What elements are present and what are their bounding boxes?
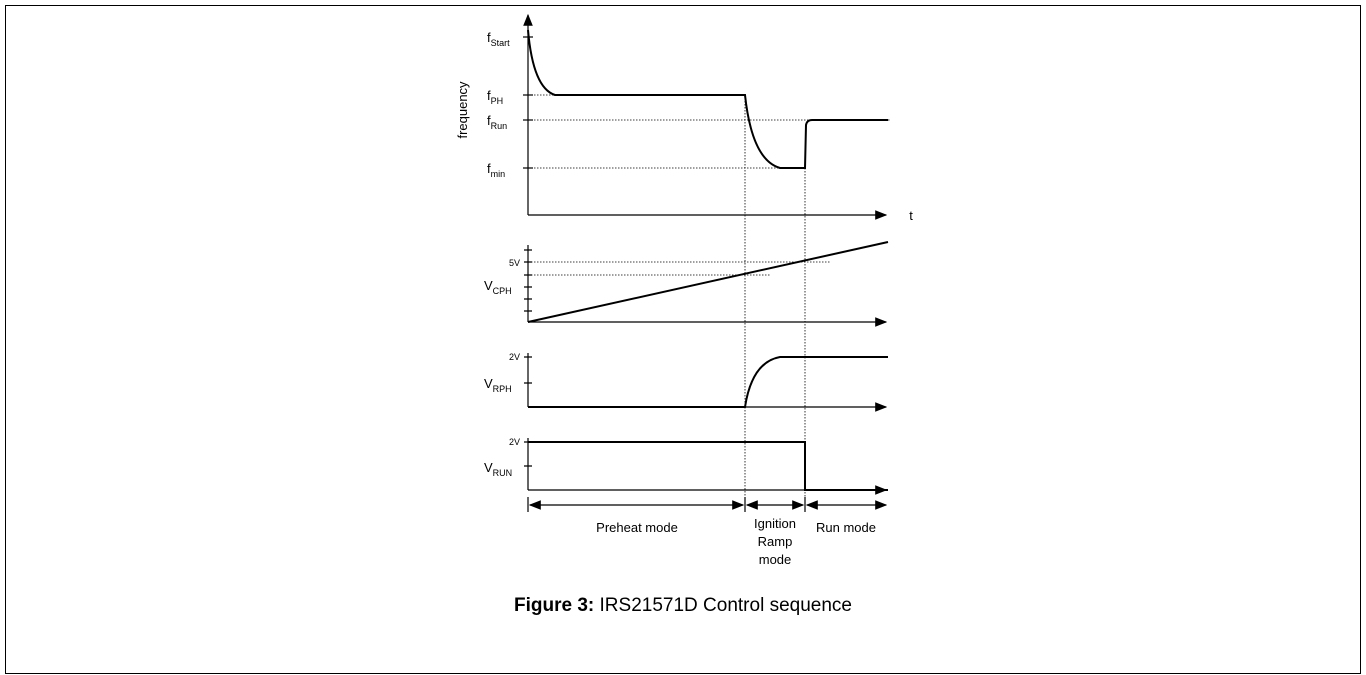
- text-part: f: [487, 161, 491, 176]
- text-part: RPH: [493, 384, 512, 394]
- mode-label: mode: [759, 552, 792, 567]
- frequency-plot: t frequency fStart fPH fRun fmin: [455, 13, 913, 223]
- mode-arrows: [527, 497, 888, 512]
- signal-label: VRUN: [484, 460, 512, 478]
- text-part: f: [487, 88, 491, 103]
- text-part: f: [487, 30, 491, 45]
- text-part: V: [484, 278, 493, 293]
- signal-label: VRPH: [484, 376, 512, 394]
- tick-label: 2V: [509, 352, 520, 362]
- line-art: [527, 497, 806, 512]
- tick-label: 2V: [509, 437, 520, 447]
- x-label: t: [909, 208, 913, 223]
- line-art: [528, 356, 888, 408]
- vrph-plot: 2V VRPH: [484, 352, 888, 412]
- mode-label: Ramp: [758, 534, 793, 549]
- text-part: f: [487, 113, 491, 128]
- text-part: PH: [491, 96, 504, 106]
- level-label: fPH: [487, 88, 503, 106]
- level-label: fRun: [487, 113, 507, 131]
- text-part: Run: [491, 121, 508, 131]
- tick-label: 5V: [509, 258, 520, 268]
- signal-label: VCPH: [484, 278, 512, 296]
- level-label: fStart: [487, 30, 510, 48]
- text-part: min: [491, 169, 506, 179]
- mode-label: Ignition: [754, 516, 796, 531]
- line-art: [527, 241, 889, 323]
- text-part: V: [484, 460, 493, 475]
- text-part: Figure 3:: [514, 595, 594, 616]
- vrun-plot: 2V VRUN: [484, 437, 888, 495]
- text-part: IRS21571D Control sequence: [594, 595, 852, 616]
- mode-label: Preheat mode: [596, 520, 678, 535]
- caption: Figure 3: IRS21571D Control sequence: [514, 595, 852, 616]
- text-part: Start: [491, 38, 511, 48]
- line-art: [527, 29, 888, 169]
- level-label: fmin: [487, 161, 505, 179]
- text-part: CPH: [493, 286, 512, 296]
- line-art: [528, 441, 888, 491]
- text-part: V: [484, 376, 493, 391]
- text-part: RUN: [493, 468, 513, 478]
- y-label: frequency: [455, 81, 470, 139]
- line-art: [524, 356, 532, 384]
- frame: [5, 5, 1361, 674]
- mode-label: Run mode: [816, 520, 876, 535]
- vcph-plot: 5V VCPH: [484, 241, 889, 327]
